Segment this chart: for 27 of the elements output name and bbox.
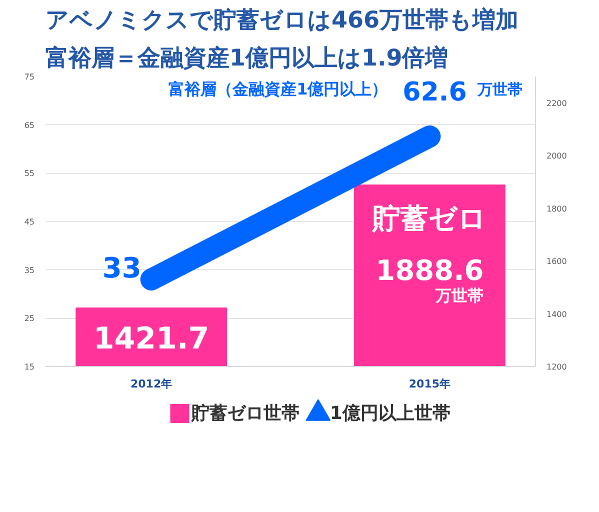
- annotation: 富裕層（金融資産1億円以上）: [168, 79, 388, 98]
- y2-tick-label: 2200: [546, 98, 567, 108]
- y2-tick-label: 1400: [546, 310, 567, 319]
- chart-title: アベノミクスで貯蓄ゼロは466万世帯も増加: [46, 6, 519, 34]
- y-tick-label: 35: [24, 266, 35, 275]
- annotation: 万世帯: [476, 80, 523, 98]
- y-tick-label: 45: [24, 218, 35, 226]
- y2-tick-label: 1600: [546, 257, 567, 266]
- y-tick-label: 25: [24, 314, 35, 324]
- data-label: 1421.7: [93, 322, 210, 356]
- y2-tick-label: 1800: [546, 204, 567, 214]
- legend-label: 1億円以上世帯: [330, 403, 450, 424]
- annotation: 万世帯: [434, 286, 484, 305]
- y-tick-label: 65: [24, 120, 35, 130]
- data-label: 33: [102, 252, 142, 284]
- chart-subtitle: 富裕層＝金融資産1億円以上は1.9倍増: [46, 44, 448, 72]
- y-tick-label: 55: [24, 169, 35, 178]
- data-label: 62.6: [402, 77, 467, 108]
- data-label: 1888.6: [376, 254, 484, 287]
- annotation: 貯蓄ゼロ: [372, 202, 487, 235]
- y2-tick-label: 1200: [546, 362, 567, 372]
- y-tick-label: 75: [24, 72, 35, 82]
- y-tick-label: 15: [24, 362, 35, 372]
- y2-tick-label: 2000: [546, 152, 567, 161]
- x-tick-label: 2015年: [408, 378, 451, 390]
- legend-label: 貯蓄ゼロ世帯: [190, 403, 300, 424]
- x-tick-label: 2012年: [130, 378, 172, 390]
